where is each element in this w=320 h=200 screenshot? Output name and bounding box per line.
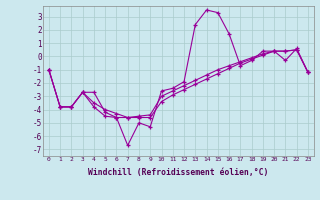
- X-axis label: Windchill (Refroidissement éolien,°C): Windchill (Refroidissement éolien,°C): [88, 168, 268, 177]
